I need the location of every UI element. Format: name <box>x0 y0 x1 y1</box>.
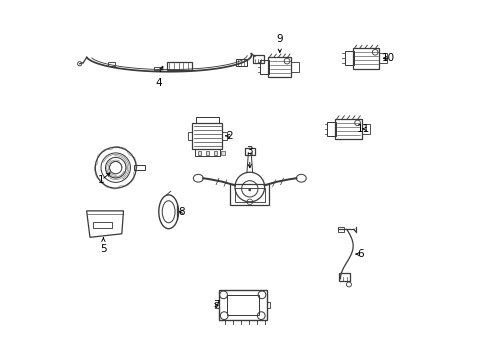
Bar <box>344 51 353 66</box>
Bar <box>244 148 255 154</box>
Text: 11: 11 <box>356 124 370 134</box>
Bar <box>253 55 263 63</box>
Text: 1: 1 <box>97 175 104 185</box>
Bar <box>337 227 344 231</box>
Bar <box>221 151 224 155</box>
Bar <box>195 149 219 156</box>
Text: 2: 2 <box>226 131 232 141</box>
Bar <box>266 302 269 308</box>
Bar <box>222 132 226 140</box>
Text: 10: 10 <box>381 53 394 63</box>
Bar <box>215 302 219 308</box>
Text: 3: 3 <box>246 146 253 156</box>
Bar <box>219 290 266 320</box>
Text: 6: 6 <box>356 249 363 259</box>
Bar <box>213 151 217 155</box>
Text: 9: 9 <box>276 34 283 44</box>
Bar <box>188 132 192 140</box>
Bar <box>166 62 191 70</box>
Bar <box>235 59 246 66</box>
Bar <box>205 151 209 155</box>
Bar <box>226 295 258 315</box>
Bar <box>268 57 291 77</box>
Bar <box>335 118 361 139</box>
Bar <box>352 48 379 68</box>
Bar <box>235 189 264 202</box>
Bar <box>197 151 201 155</box>
Bar <box>338 274 349 280</box>
Bar <box>93 222 112 228</box>
Text: 5: 5 <box>100 244 106 254</box>
Text: 8: 8 <box>178 207 184 217</box>
Text: 4: 4 <box>156 78 162 88</box>
Bar <box>196 117 219 123</box>
Circle shape <box>248 189 250 191</box>
Bar <box>230 184 269 206</box>
Bar <box>154 67 160 71</box>
Text: 7: 7 <box>212 300 219 310</box>
Bar <box>326 122 335 136</box>
Bar <box>259 60 268 74</box>
Bar <box>192 123 222 149</box>
Bar <box>108 63 115 66</box>
